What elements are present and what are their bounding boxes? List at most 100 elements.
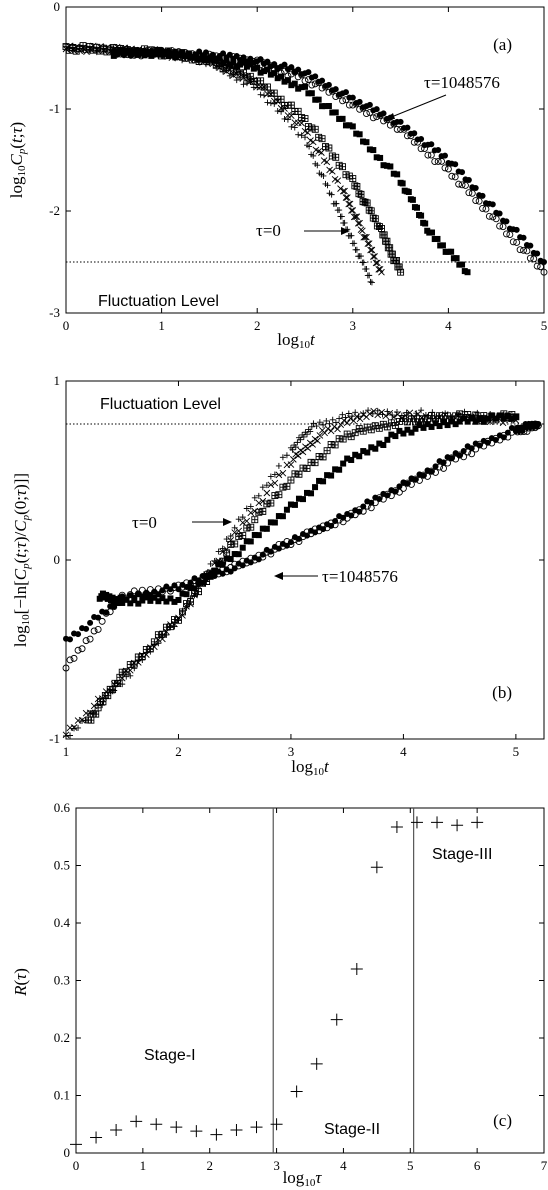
y-tick-label: 0.6 (54, 800, 71, 815)
data-point (139, 597, 146, 604)
data-point (288, 82, 295, 89)
data-point (219, 570, 226, 577)
data-point (371, 215, 379, 223)
data-point (416, 422, 423, 429)
data-point (472, 418, 479, 425)
data-point (333, 200, 340, 207)
series-plus (70, 816, 484, 1151)
data-point (380, 231, 388, 239)
data-point (309, 138, 317, 146)
data-point (223, 555, 230, 562)
data-point (325, 81, 332, 88)
data-point (496, 222, 504, 230)
data-point (281, 61, 288, 68)
data-point (148, 52, 155, 59)
data-point (354, 219, 362, 227)
panel-c-stage-boundaries (272, 808, 415, 1153)
x-tick-label: 2 (175, 744, 182, 759)
data-point (350, 963, 363, 975)
data-point (163, 631, 170, 638)
data-point (319, 103, 326, 110)
data-point (353, 413, 361, 420)
data-point (432, 420, 439, 427)
y-tick-label: -1 (49, 731, 60, 746)
data-point (283, 452, 290, 459)
x-tick-label: 3 (350, 318, 357, 333)
data-point (328, 472, 335, 479)
data-point (349, 123, 356, 130)
data-point (329, 416, 336, 423)
data-point (220, 50, 227, 57)
data-point (482, 205, 490, 213)
data-point (86, 635, 94, 643)
y-tick-label: 0.4 (54, 915, 71, 930)
data-point (127, 600, 134, 607)
data-point (305, 69, 312, 76)
data-point (404, 426, 411, 433)
data-point (264, 66, 271, 73)
data-point (299, 496, 306, 503)
data-point (348, 232, 355, 239)
data-point (360, 410, 367, 417)
data-point (159, 595, 166, 602)
panel-a-frame (65, 6, 545, 314)
data-point (465, 189, 473, 197)
x-tick-label: 5 (407, 1158, 414, 1173)
data-point (138, 653, 146, 660)
data-point (342, 194, 350, 201)
series-square (110, 46, 471, 276)
data-point (295, 66, 302, 73)
arrow-head-icon (384, 113, 395, 120)
data-point (390, 820, 403, 833)
data-point (271, 61, 278, 68)
data-point (303, 465, 311, 472)
data-point (263, 489, 271, 497)
data-point (312, 529, 319, 536)
data-point (99, 590, 106, 597)
data-point (171, 616, 178, 624)
data-point (465, 177, 472, 184)
data-point (191, 585, 198, 592)
data-point (328, 167, 336, 175)
data-point (109, 594, 116, 601)
data-point (294, 107, 302, 115)
data-point (316, 432, 324, 439)
data-point (264, 58, 271, 65)
data-point (439, 242, 446, 249)
panel-b-annotation-tau-zero: τ=0 (132, 513, 157, 532)
data-point (340, 460, 347, 467)
data-point (310, 1057, 323, 1070)
data-point (380, 441, 387, 448)
data-point (155, 591, 162, 598)
data-point (139, 593, 146, 600)
panel-a-arrow-tau-large (383, 94, 447, 121)
panel-a: 0 1 2 3 4 5 -3 -2 -1 0 (a) τ=1048576 τ=0 Fluctuat… (7, 0, 548, 351)
data-point (496, 412, 503, 419)
data-point (170, 1121, 183, 1134)
data-point (484, 439, 491, 446)
data-point (312, 73, 319, 80)
data-point (339, 115, 346, 122)
data-point (393, 125, 401, 133)
data-point (462, 181, 469, 189)
data-point (440, 459, 447, 466)
data-point (348, 207, 355, 214)
data-point (209, 51, 216, 58)
data-point (504, 412, 511, 419)
x-tick-label: 3 (273, 1158, 280, 1173)
data-point (247, 559, 254, 566)
x-tick-label: 2 (254, 318, 261, 333)
series-dot (110, 46, 547, 265)
data-point (380, 162, 387, 169)
data-point (479, 192, 486, 199)
data-point (506, 231, 514, 239)
panel-a-annotation-tau-zero: τ=0 (256, 221, 281, 240)
data-point (283, 506, 290, 513)
data-point (360, 503, 367, 510)
data-point (370, 861, 383, 874)
data-point (87, 619, 94, 626)
data-point (418, 212, 425, 219)
data-point (243, 517, 251, 525)
panel-b-label: (b) (492, 683, 512, 702)
y-tick-label: 0 (54, 552, 61, 567)
